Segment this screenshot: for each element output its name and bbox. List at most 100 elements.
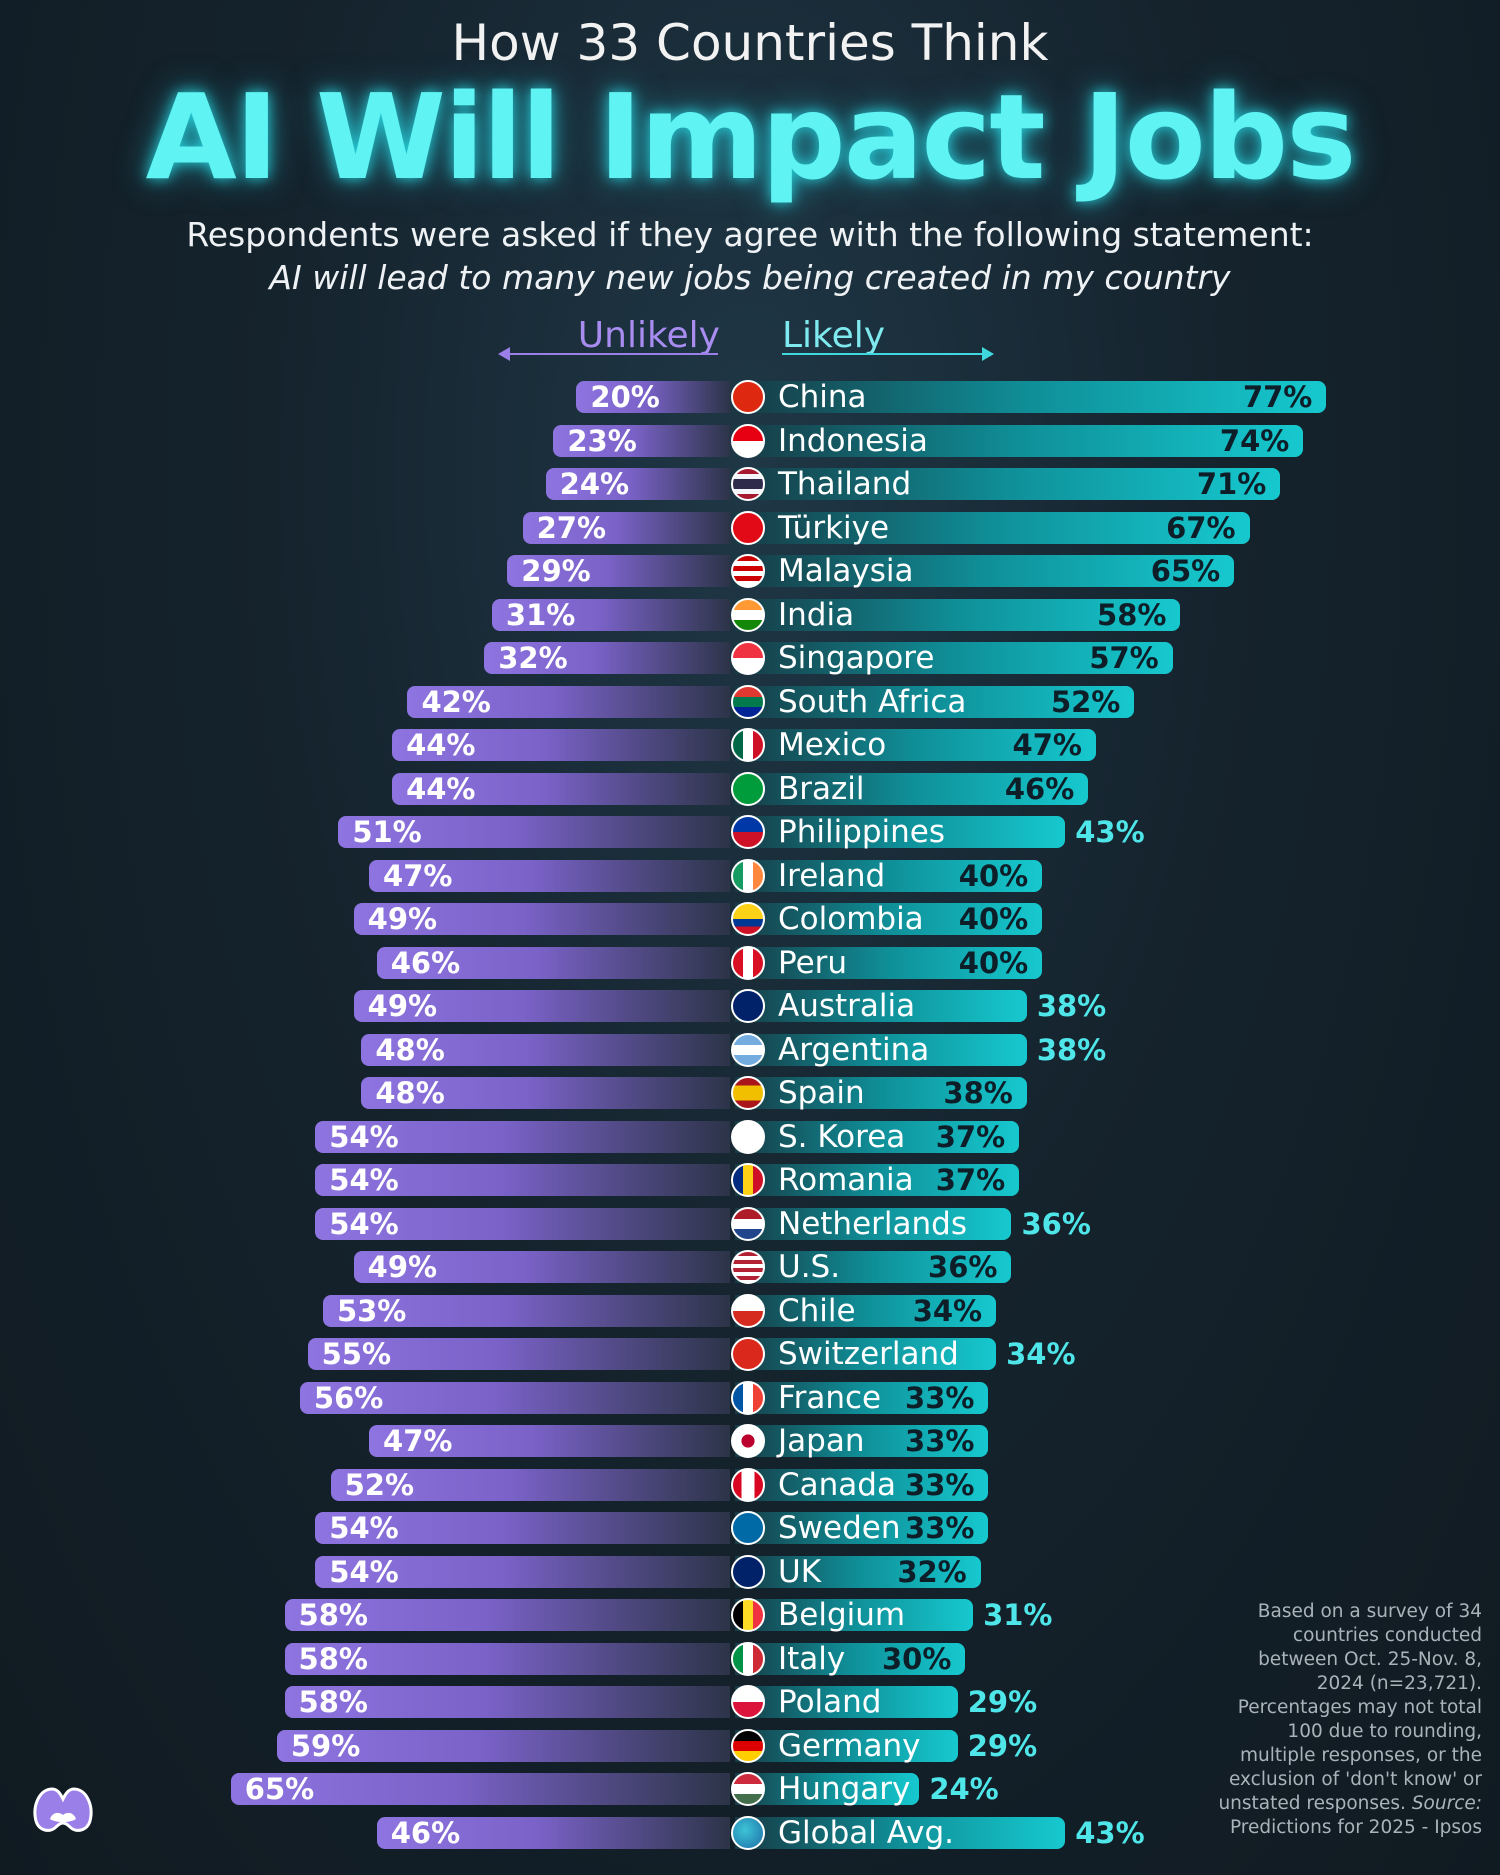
- value-label-likely: 38%: [1036, 1032, 1107, 1067]
- bar-likely: 38%: [735, 1033, 1106, 1066]
- country-label: Netherlands: [778, 1205, 967, 1242]
- bar-likely: 47%: [735, 729, 1096, 761]
- country-label: Malaysia: [778, 553, 914, 589]
- bar-unlikely: 58%: [284, 1599, 730, 1631]
- binoculars-logo-icon: [33, 1787, 93, 1832]
- romania-flag: [731, 1163, 765, 1197]
- bar-likely: 36%: [735, 1250, 1012, 1284]
- value-label-unlikely: 65%: [244, 1772, 315, 1806]
- value-label-likely: 46%: [1004, 771, 1075, 806]
- uk-flag: [731, 1554, 765, 1589]
- value-label-likely: 37%: [935, 1119, 1006, 1154]
- bar-unlikely: 46%: [376, 1816, 730, 1849]
- country-label: Italy: [778, 1640, 846, 1677]
- value-label-unlikely: 48%: [375, 1076, 445, 1110]
- value-label-unlikely: 54%: [329, 1163, 399, 1197]
- bar-likely: 38%: [735, 990, 1106, 1022]
- bar-likely: 52%: [735, 684, 1135, 719]
- south-africa-flag: [731, 684, 765, 719]
- value-label-unlikely: 44%: [406, 771, 476, 806]
- peru-flag: [731, 945, 765, 980]
- bar-unlikely: 49%: [353, 989, 730, 1023]
- value-label-unlikely: 48%: [375, 1032, 445, 1067]
- value-label-unlikely: 51%: [352, 815, 422, 849]
- bar-unlikely: 44%: [392, 729, 730, 761]
- germany-flag: [731, 1728, 765, 1763]
- australia-flag: [731, 989, 765, 1023]
- value-label-unlikely: 47%: [383, 1424, 453, 1458]
- country-label: Australia: [778, 988, 916, 1024]
- survey-statement: AI will lead to many new jobs being crea…: [269, 258, 1231, 297]
- country-label: U.S.: [778, 1249, 841, 1285]
- value-label-likely: 38%: [943, 1076, 1013, 1110]
- country-label: Canada: [778, 1466, 896, 1503]
- value-label-likely: 32%: [897, 1554, 967, 1589]
- value-label-likely: 71%: [1196, 467, 1267, 501]
- country-label: Colombia: [778, 901, 924, 937]
- country-label: Peru: [778, 944, 848, 981]
- bar-likely: 24%: [735, 1773, 999, 1805]
- globe-icon: [731, 1815, 765, 1850]
- country-label: India: [778, 596, 855, 633]
- bar-likely: 40%: [735, 946, 1043, 979]
- switzerland-flag: [731, 1337, 765, 1371]
- country-label: Türkiye: [778, 509, 890, 546]
- value-label-unlikely: 49%: [367, 1250, 438, 1284]
- bar-likely: 29%: [735, 1729, 1037, 1762]
- bar-unlikely: 48%: [361, 1032, 730, 1067]
- value-label-likely: 34%: [912, 1293, 983, 1328]
- value-label-unlikely: 58%: [298, 1685, 368, 1719]
- chart-title: AI Will Impact Jobs: [145, 68, 1357, 206]
- bar-unlikely: 42%: [407, 684, 730, 719]
- country-label: Mexico: [778, 727, 887, 763]
- country-label: UK: [778, 1553, 822, 1590]
- bar-likely: 38%: [735, 1077, 1027, 1109]
- value-label-unlikely: 29%: [521, 554, 591, 588]
- country-label: Philippines: [778, 814, 946, 850]
- singapore-flag: [731, 641, 765, 675]
- value-label-unlikely: 42%: [421, 684, 491, 719]
- country-label: Japan: [778, 1423, 865, 1459]
- bar-unlikely: 53%: [322, 1294, 730, 1327]
- bar-unlikely: 23%: [553, 423, 730, 458]
- bar-likely: 33%: [735, 1511, 989, 1545]
- bar-unlikely: 54%: [315, 1512, 730, 1544]
- arrow-left-icon: [498, 347, 718, 361]
- value-label-unlikely: 49%: [367, 989, 438, 1023]
- hungary-flag: [731, 1772, 765, 1806]
- value-label-unlikely: 47%: [383, 858, 453, 893]
- value-label-likely: 34%: [1006, 1337, 1076, 1371]
- chile-flag: [731, 1293, 765, 1328]
- country-label: South Africa: [778, 683, 967, 720]
- chart-kicker: How 33 Countries Think: [451, 14, 1049, 72]
- mexico-flag: [731, 728, 765, 762]
- value-label-likely: 33%: [905, 1511, 975, 1545]
- bar-unlikely: 58%: [284, 1642, 730, 1675]
- value-label-likely: 30%: [881, 1641, 952, 1676]
- methodology-note: Based on a survey of 34 countries conduc…: [1210, 1600, 1482, 1840]
- bar-unlikely: 54%: [315, 1555, 730, 1588]
- value-label-unlikely: 54%: [329, 1511, 399, 1545]
- note-source-label: Source:: [1411, 1793, 1482, 1814]
- value-label-likely: 36%: [928, 1250, 998, 1284]
- value-label-likely: 52%: [1050, 684, 1121, 719]
- value-label-likely: 33%: [905, 1424, 975, 1458]
- value-label-unlikely: 27%: [536, 510, 607, 545]
- value-label-unlikely: 54%: [329, 1119, 399, 1154]
- note-text: Based on a survey of 34 countries conduc…: [1218, 1601, 1482, 1814]
- country-label: Hungary: [778, 1771, 911, 1807]
- canada-flag: [731, 1467, 765, 1502]
- value-label-likely: 74%: [1219, 423, 1290, 458]
- bar-unlikely: 44%: [392, 771, 730, 806]
- note-source: Predictions for 2025 - Ipsos: [1229, 1817, 1482, 1838]
- country-label: Spain: [778, 1075, 865, 1111]
- value-label-likely: 40%: [958, 902, 1029, 936]
- bar-unlikely: 52%: [330, 1468, 730, 1501]
- value-label-unlikely: 23%: [567, 423, 637, 458]
- bar-unlikely: 32%: [484, 642, 730, 674]
- bar-likely: 33%: [735, 1424, 989, 1458]
- bar-likely: 57%: [735, 642, 1173, 674]
- bar-unlikely: 48%: [361, 1077, 730, 1109]
- bar-unlikely: 24%: [545, 468, 730, 500]
- value-label-likely: 57%: [1089, 641, 1159, 675]
